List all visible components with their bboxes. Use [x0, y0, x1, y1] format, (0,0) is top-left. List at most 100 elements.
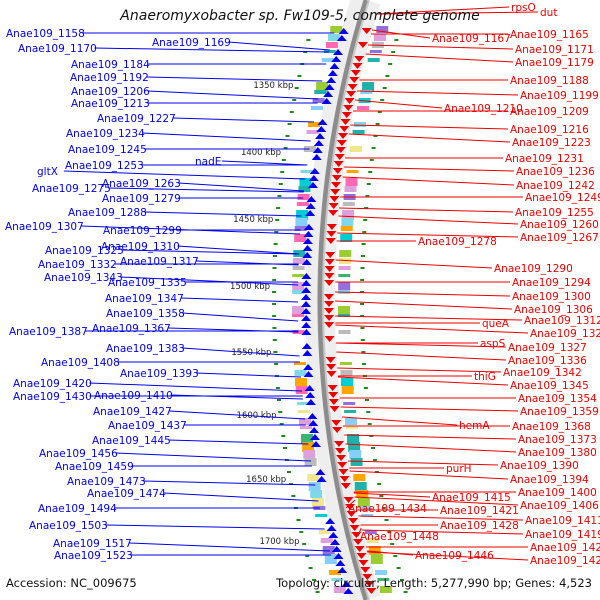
feature-block-rev [348, 442, 361, 452]
reverse-gene-arrow [325, 252, 336, 258]
forward-gene-arrow [308, 175, 319, 181]
reverse-gene-arrow [341, 112, 352, 118]
reverse-gene-arrow [324, 259, 335, 265]
reverse-gene-arrow [326, 231, 337, 237]
forward-gene-arrow [315, 469, 326, 475]
reverse-gene-label: Anae109_1390 [500, 460, 579, 472]
forward-leader-line [108, 187, 304, 193]
reverse-gene-label: aspS [480, 338, 506, 350]
feature-block-fwd [299, 418, 311, 425]
reverse-leader-line [350, 124, 509, 130]
forward-gene-arrow [305, 399, 316, 405]
feature-block-rev [338, 282, 351, 290]
reverse-gene-label: Anae109_1290 [494, 263, 573, 275]
reverse-gene-arrow [335, 448, 345, 454]
feature-block-fwd [312, 98, 325, 103]
reverse-gene-arrow [324, 315, 335, 321]
forward-leader-line [163, 492, 319, 502]
forward-gene-arrow [305, 203, 316, 209]
forward-gene-arrow [308, 420, 319, 426]
feature-block-fwd [333, 586, 346, 593]
feature-block-fwd [301, 434, 313, 444]
reverse-gene-arrow [364, 581, 375, 587]
reverse-gene-arrow [326, 224, 337, 230]
forward-gene-arrow [309, 427, 320, 433]
feature-block-rev [379, 586, 392, 593]
forward-gene-label: Anae109_1503 [29, 520, 108, 532]
feature-block-fwd [311, 106, 323, 110]
feature-block-fwd [297, 194, 310, 200]
forward-leader-line [143, 480, 316, 486]
feature-block-rev [340, 226, 353, 231]
reverse-gene-arrow [338, 469, 349, 475]
reverse-gene-arrow [324, 336, 335, 342]
forward-gene-arrow [303, 231, 314, 237]
reverse-gene-label: Anae109_1421 [440, 505, 519, 517]
reverse-gene-arrow [349, 77, 360, 83]
feature-block-rev [375, 570, 388, 575]
feature-block-fwd [308, 122, 320, 127]
reverse-gene-label: Anae109_1278 [418, 236, 497, 248]
reverse-leader-line [376, 6, 510, 15]
forward-leader-line [173, 117, 315, 123]
feature-block-rev [343, 402, 356, 405]
forward-gene-arrow [328, 532, 339, 538]
reverse-gene-arrow [324, 273, 335, 279]
forward-gene-label: Anae109_1335 [108, 277, 187, 289]
reverse-gene-label: Anae109_1165 [510, 29, 589, 41]
reverse-gene-arrow [358, 560, 369, 566]
reverse-gene-arrow [354, 546, 365, 552]
scale-label: 1700 kbp [259, 537, 299, 547]
forward-gene-arrow [341, 581, 352, 587]
forward-gene-label: Anae109_1275 [32, 183, 111, 195]
feature-block-rev [349, 146, 362, 152]
reverse-gene-label: Anae109_1242 [516, 180, 595, 192]
feature-block-rev [376, 26, 389, 33]
forward-leader-line [144, 211, 302, 217]
forward-gene-label: Anae109_1184 [71, 59, 150, 71]
feature-block-fwd [300, 170, 313, 173]
reverse-leader-line [335, 342, 507, 348]
feature-block-rev [338, 330, 351, 334]
reverse-gene-arrow [331, 420, 342, 426]
forward-gene-label: Anae109_1420 [13, 378, 92, 390]
feature-block-rev [341, 218, 354, 226]
reverse-leader-line [334, 300, 513, 310]
reverse-gene-label: Anae109_1294 [512, 277, 591, 289]
accession-text: Accession: NC_009675 [6, 576, 137, 590]
feature-block-rev [347, 434, 359, 444]
forward-gene-label: Anae109_1523 [54, 550, 133, 562]
forward-gene-arrow [301, 315, 312, 321]
forward-gene-arrow [301, 259, 312, 265]
forward-gene-arrow [302, 350, 313, 356]
feature-block-rev [340, 370, 353, 376]
reverse-leader-line [354, 496, 519, 506]
forward-gene-arrow [301, 287, 312, 293]
feature-block-rev [341, 378, 353, 386]
feature-block-rev [356, 490, 369, 498]
feature-block-rev [339, 250, 352, 257]
forward-gene-label: Anae109_1393 [120, 368, 199, 380]
feature-block-rev [357, 106, 369, 110]
forward-gene-label: Anae109_1192 [70, 72, 149, 84]
reverse-gene-arrow [339, 476, 350, 482]
forward-leader-line [120, 276, 299, 286]
reverse-gene-arrow [334, 154, 345, 160]
reverse-gene-arrow [338, 133, 348, 139]
reverse-gene-arrow [366, 588, 377, 594]
reverse-gene-arrow [339, 126, 350, 132]
forward-gene-label: gltX [37, 166, 58, 178]
reverse-gene-arrow [326, 364, 337, 370]
reverse-gene-arrow [331, 182, 341, 188]
reverse-leader-line [365, 53, 514, 63]
reverse-gene-label: Anae109_1342 [503, 367, 582, 379]
feature-block-fwd [292, 266, 305, 270]
label-leader-lines [63, 6, 539, 561]
forward-gene-arrow [338, 28, 349, 34]
reverse-gene-label: purH [446, 463, 472, 475]
forward-gene-label: Anae109_1410 [94, 390, 173, 402]
feature-block-fwd [308, 482, 321, 491]
forward-leader-line [196, 372, 302, 378]
reverse-gene-label: Anae109_1400 [518, 487, 597, 499]
